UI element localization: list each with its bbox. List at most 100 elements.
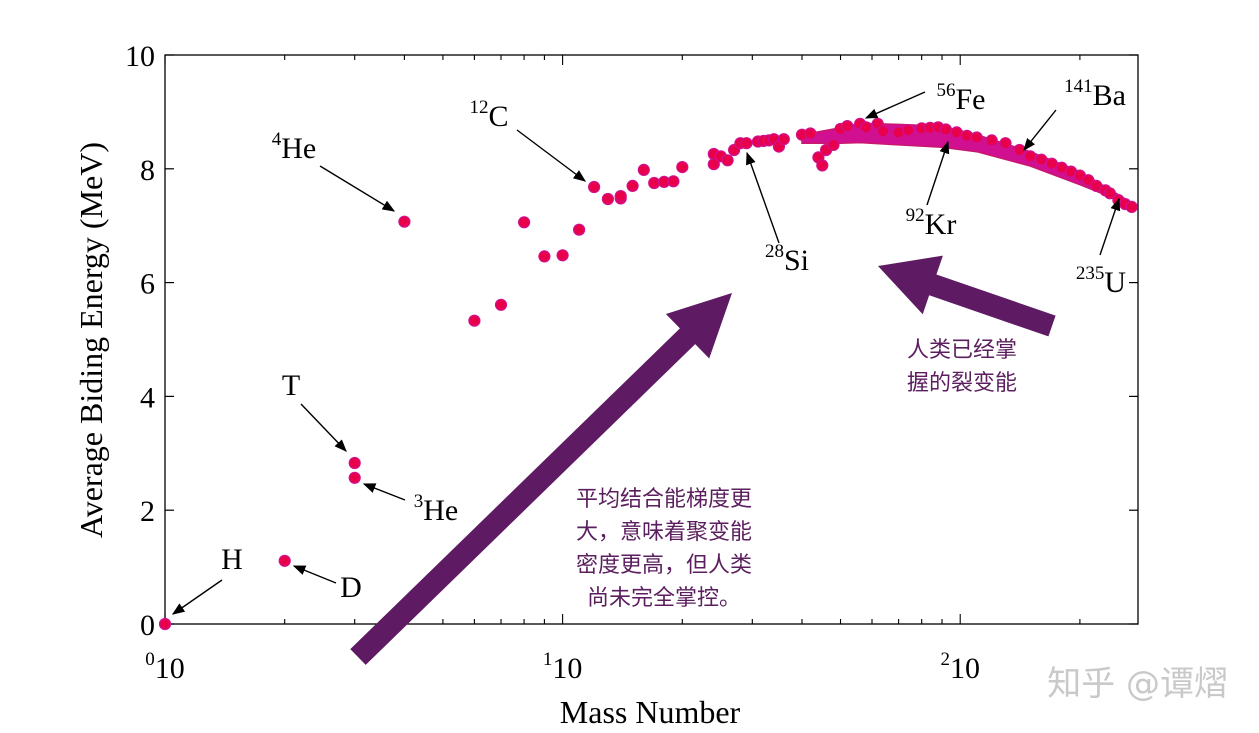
note-line: 密度更高，但人类 bbox=[576, 553, 752, 578]
annotation-arrow bbox=[171, 579, 223, 615]
plot-frame bbox=[164, 54, 1139, 625]
y-tick-label: 4 bbox=[140, 381, 155, 414]
annotation-label-superscript: 28 bbox=[765, 241, 784, 262]
annotation-arrow bbox=[926, 140, 950, 206]
annotation-label: 12C bbox=[469, 97, 508, 133]
annotation-label: 56Fe bbox=[937, 80, 986, 116]
data-point bbox=[398, 215, 411, 228]
annotation-arrow bbox=[300, 403, 347, 452]
data-point bbox=[740, 137, 753, 150]
data-point bbox=[667, 175, 680, 188]
data-point bbox=[614, 190, 627, 203]
data-point bbox=[950, 126, 963, 139]
data-point bbox=[1103, 187, 1117, 200]
note-line: 尚未完全掌控。 bbox=[587, 586, 741, 611]
note-line: 握的裂变能 bbox=[907, 371, 1017, 396]
annotation-label-symbol: Fe bbox=[956, 83, 986, 116]
x-axis-label: Mass Number bbox=[560, 694, 741, 730]
x-tick-label: 210 bbox=[940, 649, 980, 685]
data-point bbox=[601, 192, 615, 206]
y-tick-label: 8 bbox=[140, 154, 155, 187]
data-point bbox=[538, 250, 551, 263]
data-point bbox=[587, 180, 601, 194]
y-tick-label: 0 bbox=[140, 609, 155, 642]
fusion-arrow bbox=[350, 293, 732, 665]
y-tick-label: 10 bbox=[125, 40, 155, 73]
annotation-label-superscript: 235 bbox=[1076, 263, 1105, 284]
data-point bbox=[939, 123, 952, 136]
data-point bbox=[777, 133, 790, 146]
annotation-label: 28Si bbox=[765, 241, 809, 277]
data-point bbox=[676, 161, 689, 174]
data-point bbox=[278, 554, 291, 567]
annotation-label-symbol: Si bbox=[784, 244, 809, 277]
fission-arrow bbox=[878, 255, 1056, 337]
annotation-arrow bbox=[319, 165, 396, 212]
y-tick-label: 6 bbox=[140, 268, 155, 301]
x-tick-label-superscript: 2 bbox=[940, 649, 950, 670]
big-arrows-layer bbox=[350, 255, 1056, 665]
data-point bbox=[517, 216, 531, 229]
data-point bbox=[827, 138, 840, 151]
note-line: 人类已经掌 bbox=[907, 338, 1017, 363]
data-point bbox=[902, 124, 915, 137]
annotation-arrow bbox=[864, 91, 926, 119]
data-point bbox=[626, 179, 639, 192]
annotation-arrow bbox=[1099, 197, 1121, 256]
data-point bbox=[1082, 174, 1095, 187]
annotation-label-superscript: 4 bbox=[272, 129, 282, 150]
annotation-label-symbol: C bbox=[488, 100, 508, 133]
y-axis-label: Average Biding Energy (MeV) bbox=[73, 142, 109, 538]
annotation-label-superscript: 92 bbox=[906, 205, 925, 226]
data-point bbox=[1013, 143, 1026, 157]
annotation-label: H bbox=[221, 543, 243, 576]
data-point bbox=[648, 176, 661, 190]
annotation-label-symbol: He bbox=[281, 132, 316, 165]
note-line: 大，意味着聚变能 bbox=[576, 520, 752, 545]
data-point bbox=[859, 121, 873, 134]
data-points-layer bbox=[158, 117, 1138, 631]
annotation-arrow bbox=[516, 129, 587, 182]
data-point bbox=[468, 314, 481, 327]
data-point bbox=[816, 159, 829, 172]
annotation-label: 92Kr bbox=[906, 205, 957, 241]
data-point bbox=[1125, 200, 1138, 213]
data-point bbox=[637, 163, 650, 176]
annotation-label-symbol: Kr bbox=[925, 208, 957, 241]
x-tick-label-superscript: 0 bbox=[145, 649, 155, 670]
x-tick-label-symbol: 10 bbox=[950, 652, 980, 685]
data-point bbox=[841, 119, 854, 133]
data-point bbox=[494, 298, 508, 311]
annotation-label: 4He bbox=[272, 129, 316, 165]
plot-border bbox=[164, 54, 1139, 625]
data-point bbox=[970, 131, 983, 144]
x-tick-label: 010 bbox=[145, 649, 185, 685]
annotation-label: T bbox=[282, 369, 300, 402]
annotation-arrow bbox=[362, 483, 406, 501]
annotation-label-superscript: 3 bbox=[414, 491, 424, 512]
data-point bbox=[804, 127, 817, 140]
annotation-arrow bbox=[1023, 109, 1057, 151]
annotation-label: 141Ba bbox=[1064, 76, 1126, 112]
annotation-label-superscript: 141 bbox=[1064, 76, 1093, 97]
annotation-label: 235U bbox=[1076, 263, 1127, 299]
data-point bbox=[158, 617, 172, 631]
note-line: 平均结合能梯度更 bbox=[576, 487, 752, 512]
data-point bbox=[985, 134, 998, 147]
watermark: 知乎 @谭熠 bbox=[1047, 664, 1228, 704]
annotation-label-symbol: Ba bbox=[1093, 79, 1126, 112]
data-point bbox=[572, 223, 586, 236]
data-point bbox=[1024, 150, 1037, 163]
annotation-arrow bbox=[292, 565, 337, 584]
data-point bbox=[348, 456, 361, 470]
annotation-arrow bbox=[746, 151, 780, 244]
data-point bbox=[348, 471, 361, 484]
annotation-label-symbol: U bbox=[1104, 266, 1126, 299]
data-point bbox=[556, 249, 569, 262]
data-point bbox=[876, 125, 890, 138]
data-point bbox=[1035, 153, 1048, 166]
